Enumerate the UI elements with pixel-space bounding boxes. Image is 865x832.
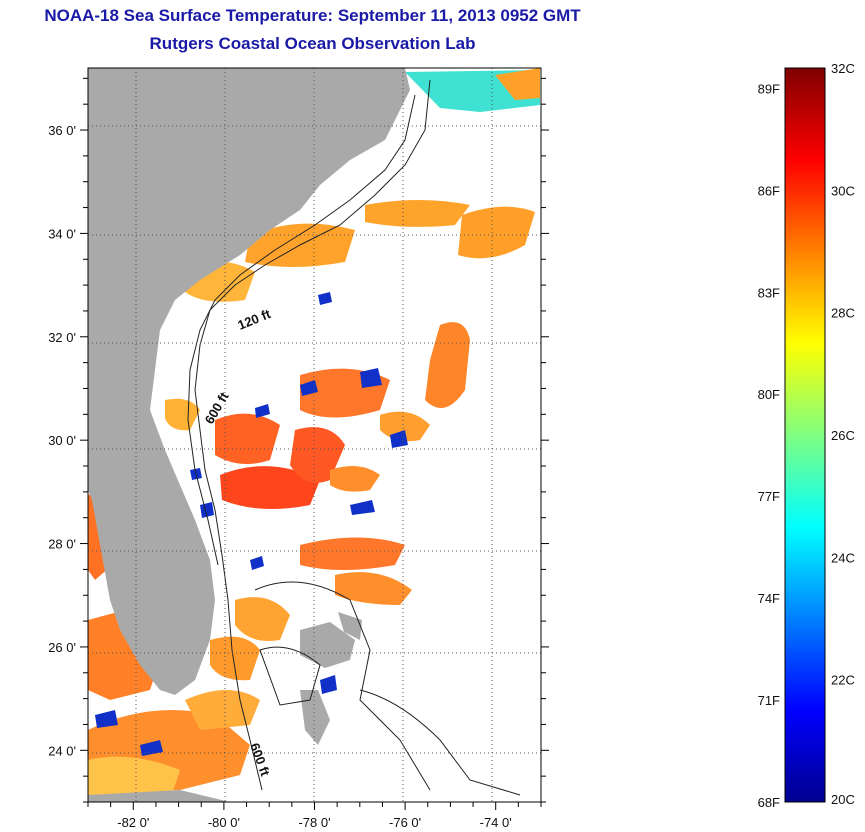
lat-tick-label: 24 0' (48, 743, 76, 758)
lon-tick-label: -74 0' (480, 815, 512, 830)
colorbar-fahrenheit-label: 80F (758, 387, 780, 402)
colorbar-celsius-label: 24C (831, 550, 855, 565)
colorbar-fahrenheit-label: 68F (758, 795, 780, 810)
lon-tick-label: -82 0' (117, 815, 149, 830)
colorbar-celsius-labels: 32C 30C 28C 26C 24C 22C 20C (831, 61, 855, 807)
temperature-colorbar: 32C 30C 28C 26C 24C 22C 20C 89F 86F 83F 80F 77F 74F… (758, 61, 855, 810)
cold-pixel-patches (95, 292, 408, 756)
bathymetry-contours (187, 79, 521, 796)
sst-map: 120 ft 600 ft 600 ft 24 0'26 0'28 0'30 0… (48, 67, 549, 830)
title-line-1: NOAA-18 Sea Surface Temperature: Septemb… (44, 6, 581, 25)
land-us-southeast (88, 68, 410, 695)
land-bahamas-abaco (338, 612, 362, 640)
axis-ticks (80, 77, 549, 810)
lon-tick-label: -78 0' (298, 815, 330, 830)
colorbar-fahrenheit-label: 74F (758, 591, 780, 606)
colorbar-celsius-label: 32C (831, 61, 855, 76)
longitude-axis: -82 0' -80 0' -78 0' -76 0' -74 0' (117, 815, 512, 830)
colorbar-fahrenheit-label: 89F (758, 81, 780, 96)
lat-tick-label: 36 0' (48, 123, 76, 138)
colorbar-celsius-label: 30C (831, 183, 855, 198)
lat-tick-label: 34 0' (48, 226, 76, 241)
colorbar-fahrenheit-label: 86F (758, 183, 780, 198)
colorbar-fahrenheit-labels: 89F 86F 83F 80F 77F 74F 71F 68F (758, 81, 780, 810)
colorbar-celsius-label: 22C (831, 673, 855, 688)
sst-data-patches (88, 68, 540, 802)
lat-tick-label: 30 0' (48, 433, 76, 448)
colorbar-celsius-label: 28C (831, 306, 855, 321)
lat-tick-label: 26 0' (48, 640, 76, 655)
lon-tick-label: -76 0' (389, 815, 421, 830)
lon-tick-label: -80 0' (208, 815, 240, 830)
land-cuba-north (88, 790, 230, 802)
colorbar-gradient (784, 67, 826, 803)
land-bahamas-eleuthera (300, 690, 330, 745)
colorbar-fahrenheit-label: 77F (758, 489, 780, 504)
colorbar-celsius-label: 26C (831, 428, 855, 443)
colorbar-fahrenheit-label: 83F (758, 285, 780, 300)
lat-tick-label: 28 0' (48, 537, 76, 552)
lat-tick-label: 32 0' (48, 330, 76, 345)
colorbar-fahrenheit-label: 71F (758, 693, 780, 708)
title-line-2: Rutgers Coastal Ocean Observation Lab (149, 34, 476, 53)
colorbar-celsius-label: 20C (831, 792, 855, 807)
latitude-axis: 24 0' 26 0' 28 0' 30 0' 32 0' 34 0' 36 0' (48, 123, 76, 758)
